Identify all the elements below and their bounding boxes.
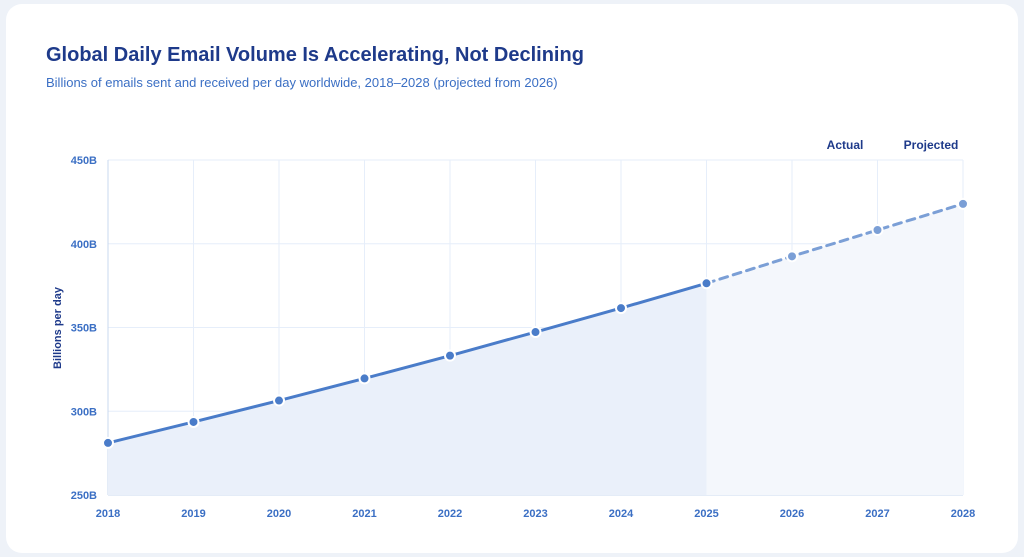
- data-point-2026: [786, 250, 798, 263]
- data-point-2019: [187, 415, 200, 428]
- chart-title: Global Daily Email Volume Is Acceleratin…: [46, 44, 584, 66]
- x-tick-label: 2018: [96, 508, 120, 520]
- line-projected: [705, 202, 965, 285]
- line-actual: [106, 281, 708, 445]
- legend-projected: Projected: [904, 138, 959, 152]
- x-tick-label: 2028: [951, 508, 975, 520]
- data-point-2028: [957, 197, 969, 210]
- y-tick-label: 300B: [71, 406, 97, 418]
- data-point-2023: [529, 326, 542, 339]
- data-point-2018: [102, 436, 114, 449]
- x-tick-label: 2027: [865, 508, 889, 520]
- x-tick-label: 2020: [267, 508, 291, 520]
- data-point-2024: [615, 302, 627, 315]
- data-point-2021: [358, 372, 371, 385]
- y-tick-label: 350B: [71, 323, 97, 335]
- area-actual: [108, 283, 707, 495]
- y-tick-label: 400B: [71, 239, 97, 251]
- data-point-2020: [273, 394, 285, 407]
- y-tick-label: 450B: [71, 155, 97, 167]
- x-tick-label: 2024: [609, 508, 634, 520]
- chart-subtitle: Billions of emails sent and received per…: [46, 75, 558, 90]
- x-tick-label: 2022: [438, 508, 462, 520]
- y-tick-label: 250B: [71, 490, 97, 502]
- data-point-2027: [871, 224, 884, 237]
- data-point-2022: [444, 349, 456, 362]
- x-tick-label: 2026: [780, 508, 804, 520]
- x-tick-label: 2023: [523, 508, 547, 520]
- data-point-2025: [700, 277, 713, 290]
- x-tick-label: 2025: [694, 508, 718, 520]
- area-projected: [706, 203, 963, 495]
- x-tick-label: 2019: [181, 508, 205, 520]
- x-tick-label: 2021: [352, 508, 376, 520]
- y-axis-label: Billions per day: [52, 286, 64, 369]
- legend-actual: Actual: [827, 138, 864, 152]
